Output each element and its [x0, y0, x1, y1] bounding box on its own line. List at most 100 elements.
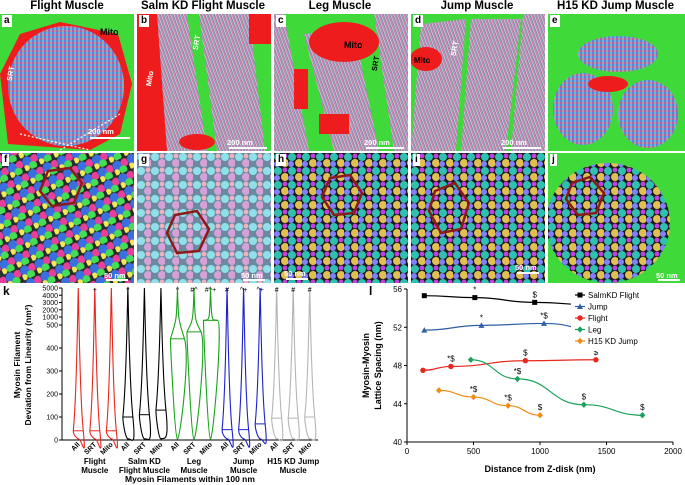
k-group-label: Muscle	[230, 466, 258, 475]
panel-g-label: g	[139, 154, 150, 166]
l-point-annotation: *	[480, 313, 483, 322]
l-point-marker	[540, 320, 547, 326]
l-series-line	[470, 359, 643, 416]
k-xtick-label: All	[269, 441, 280, 452]
k-violin	[89, 287, 102, 449]
panel-d-image: d Mito SRT 200 nm	[411, 14, 545, 151]
panel-h-image: h 50 nm	[274, 153, 408, 283]
panel-a-scalebar	[90, 137, 130, 139]
k-violin-annotation: +	[93, 287, 97, 294]
panel-h-scale: 50 nm	[284, 269, 306, 278]
l-point-marker	[537, 412, 543, 419]
k-xtick-label: All	[70, 441, 81, 452]
l-xtick-label: 500	[467, 447, 481, 456]
k-violin-annotation: #^+	[205, 287, 216, 294]
k-violin-annotation: #	[308, 287, 312, 294]
panel-b-scalebar	[229, 147, 267, 149]
panel-d-render	[411, 14, 545, 151]
panel-d-scalebar	[503, 147, 541, 149]
l-ylabel-1: Myosin-Myosin	[361, 333, 371, 398]
panel-a-scale: 200 nm	[88, 127, 114, 136]
k-ytick-label: 200	[46, 392, 58, 399]
k-group-label: Muscle	[280, 466, 308, 475]
k-ytick-label: 1000	[42, 315, 58, 322]
title-jump-muscle: Jump Muscle	[440, 0, 514, 12]
panel-b-render	[137, 14, 271, 151]
l-xtick-label: 1000	[531, 447, 549, 456]
k-xlabel-1: Myosin Filaments within 100 nm	[125, 474, 255, 484]
title-leg-muscle: Leg Muscle	[308, 0, 372, 12]
l-point-marker	[514, 375, 521, 383]
k-xtick-label: Mito	[248, 441, 263, 456]
k-xtick-label: All	[170, 441, 181, 452]
k-violin	[304, 287, 317, 441]
k-group-label: Leg	[187, 457, 201, 466]
panel-f-scale: 50 nm	[104, 271, 126, 280]
l-legend-label: SalmKD Flight	[588, 291, 640, 300]
panel-l-label: l	[369, 284, 373, 298]
panel-d-scale: 200 nm	[501, 138, 527, 147]
title-flight-muscle: Flight Muscle	[30, 0, 104, 12]
k-violin	[202, 287, 220, 440]
l-point-annotation: $	[594, 348, 599, 357]
panel-k-violin-plot: 500040003000200010005004003002001000Myos…	[12, 286, 319, 485]
k-xtick-label: Mito	[199, 441, 214, 456]
k-violin-annotation: #	[225, 287, 229, 294]
l-point-annotation: *$	[540, 311, 548, 320]
l-ytick-label: 44	[393, 400, 402, 409]
panel-l-line-chart: 40 44 48 52 56 0 500 1000 1500 2000 Distance from …	[361, 285, 682, 474]
k-violin-annotation: ^+	[256, 287, 263, 294]
k-ylabel-1: Myosin Filament	[12, 332, 22, 399]
panel-i-label: i	[413, 154, 420, 166]
l-point-annotation: *$	[504, 394, 512, 403]
panel-j-render	[548, 153, 685, 283]
l-point-marker	[478, 322, 485, 328]
panel-f-image: f 50 nm	[0, 153, 134, 283]
panel-e-render	[548, 14, 685, 151]
l-point-marker	[532, 299, 538, 305]
l-xtick-label: 2000	[664, 447, 682, 456]
panel-j-label: j	[550, 154, 557, 166]
l-point-marker	[421, 293, 427, 299]
l-point-annotation: $	[523, 349, 528, 358]
panel-f-render	[0, 153, 134, 283]
k-ytick-label: 2000	[42, 307, 58, 314]
k-ytick-label: 300	[46, 369, 58, 376]
k-violin	[155, 287, 168, 440]
panel-a-render	[0, 22, 132, 151]
k-group-label: Flight Muscle	[119, 466, 171, 475]
k-violin-annotation: #	[291, 287, 295, 294]
title-h15-kd-jump-muscle: H15 KD Jump Muscle	[557, 0, 674, 12]
l-series-line	[422, 359, 596, 371]
l-point-marker	[577, 315, 583, 321]
panel-b-scale: 200 nm	[227, 138, 253, 147]
panel-c-render	[274, 14, 408, 151]
l-point-marker	[421, 327, 428, 333]
l-point-marker	[420, 367, 426, 373]
k-violin	[238, 287, 251, 448]
panel-d-mito: Mito	[414, 56, 431, 65]
panel-f-scalebar	[106, 279, 128, 281]
panel-a-image: a Mito SRT 200 nm	[0, 14, 134, 151]
k-ytick-label: 3000	[42, 300, 58, 307]
l-point-marker	[577, 326, 583, 333]
k-group-label: Jump	[233, 457, 254, 466]
panel-c-label: c	[276, 15, 286, 27]
l-ylabel-2: Lattice Spacing (nm)	[373, 321, 383, 410]
l-series-line	[438, 389, 541, 416]
l-series-line	[424, 295, 599, 306]
l-ytick-label: 52	[393, 323, 402, 332]
l-point-annotation: *$	[514, 367, 522, 376]
k-ylabel-2: Deviation from Linearity (nm²)	[23, 304, 33, 425]
panel-g-image: g 50 nm	[137, 153, 271, 283]
k-xtick-label: SRT	[282, 441, 297, 456]
l-point-marker	[639, 412, 646, 419]
k-ytick-label: 500	[46, 323, 58, 330]
panel-e-image: e	[548, 14, 685, 151]
k-violin	[254, 287, 267, 445]
k-violin	[186, 287, 204, 440]
k-ytick-label: 0	[54, 438, 58, 445]
k-group-label: Muscle	[81, 466, 109, 475]
panel-k-label: k	[3, 284, 10, 298]
panel-i-scale: 50 nm	[515, 263, 537, 272]
